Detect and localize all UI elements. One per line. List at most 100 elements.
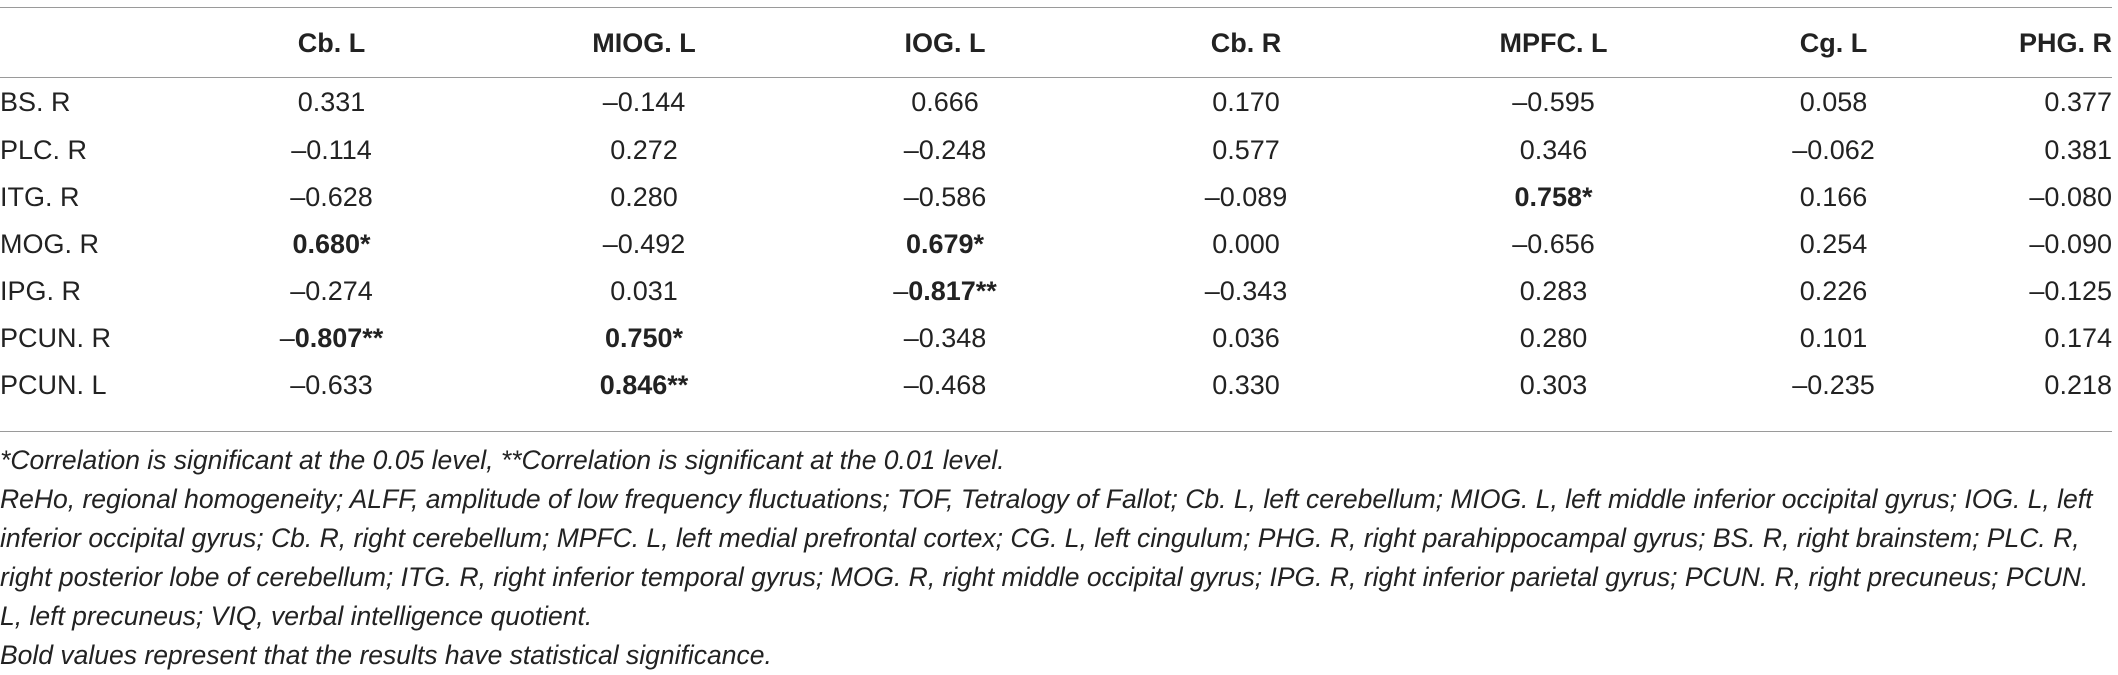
table-cell: 0.330 xyxy=(1095,362,1397,409)
table-cell: 0.272 xyxy=(493,127,795,174)
table-body: BS. R 0.331 –0.144 0.666 0.170 –0.595 0.058 0.3… xyxy=(0,78,2112,409)
table-cell: 0.680* xyxy=(170,221,493,268)
cell-sign: – xyxy=(1204,276,1220,306)
table-row: ITG. R –0.628 0.280 –0.586 –0.089 0.758* 0.166… xyxy=(0,174,2112,221)
row-label: PLC. R xyxy=(0,135,88,165)
cell-value-significant: 0.807** xyxy=(294,323,384,353)
table-cell: –0.807** xyxy=(170,315,493,362)
column-header: MPFC. L xyxy=(1499,27,1608,58)
table-cell: 0.679* xyxy=(795,221,1095,268)
table-row: PCUN. R –0.807** 0.750* –0.348 0.036 0.280 0.1… xyxy=(0,315,2112,362)
header-spacer xyxy=(0,66,2112,78)
cell-value: 0.331 xyxy=(297,87,366,117)
cell-value: 0.254 xyxy=(1799,229,1868,259)
cell-value: 0.166 xyxy=(1799,182,1868,212)
table-top-rule xyxy=(0,7,2112,8)
cell-value: 0.058 xyxy=(1799,87,1868,117)
table-cell: –0.144 xyxy=(493,78,795,127)
abbreviations-note: ReHo, regional homogeneity; ALFF, amplit… xyxy=(0,484,2093,631)
table-cell: 0.058 xyxy=(1710,78,1957,127)
row-label: PCUN. L xyxy=(0,370,107,400)
cell-value: 0.377 xyxy=(2044,87,2112,117)
cell-value: 0.036 xyxy=(1212,323,1280,353)
cell-value: 0.330 xyxy=(1212,370,1280,400)
table-row: PCUN. L –0.633 0.846** –0.468 0.330 0.303 –0.2… xyxy=(0,362,2112,409)
cell-value: 0.114 xyxy=(306,135,372,165)
table-cell: 0.758* xyxy=(1397,174,1710,221)
cell-value: 0.283 xyxy=(1519,276,1588,306)
column-header: Cb. R xyxy=(1210,27,1282,58)
column-header: Cb. L xyxy=(297,27,366,58)
header-row: Cb. L MIOG. L IOG. L Cb. R MPFC. L Cg. L… xyxy=(0,20,2112,66)
cell-value: 0.656 xyxy=(1527,229,1595,259)
header-rule xyxy=(0,77,2112,78)
cell-value: 0.343 xyxy=(1219,276,1288,306)
cell-value: 0.144 xyxy=(617,87,686,117)
table-row: PLC. R –0.114 0.272 –0.248 0.577 0.346 –0.062 0… xyxy=(0,127,2112,174)
cell-value: 0.381 xyxy=(2044,135,2112,165)
table-cell: 0.280 xyxy=(1397,315,1710,362)
table-row: MOG. R 0.680* –0.492 0.679* 0.000 –0.656 0.254… xyxy=(0,221,2112,268)
cell-value: 0.633 xyxy=(305,370,373,400)
table-cell: –0.817** xyxy=(795,268,1095,315)
cell-value: 0.170 xyxy=(1212,87,1280,117)
cell-value: 0.586 xyxy=(918,182,987,212)
table-cell: 0.101 xyxy=(1710,315,1957,362)
table-cell: 0.666 xyxy=(795,78,1095,127)
cell-value: 0.080 xyxy=(2044,182,2112,212)
cell-sign: – xyxy=(1792,135,1808,165)
cell-value: 0.492 xyxy=(617,229,686,259)
table-cell: –0.248 xyxy=(795,127,1095,174)
table-cell: –0.348 xyxy=(795,315,1095,362)
row-label: PCUN. R xyxy=(0,323,112,353)
table-cell: –0.080 xyxy=(1957,174,2112,221)
cell-sign: – xyxy=(903,370,919,400)
table-cell: 0.174 xyxy=(1957,315,2112,362)
significance-note: *Correlation is significant at the 0.05 … xyxy=(0,445,1005,475)
cell-value-significant: 0.750* xyxy=(604,323,684,353)
correlation-table: Cb. L MIOG. L IOG. L Cb. R MPFC. L Cg. L… xyxy=(0,20,2112,409)
table-cell: –0.468 xyxy=(795,362,1095,409)
row-label: MOG. R xyxy=(0,229,99,259)
cell-value: 0.089 xyxy=(1219,182,1288,212)
cell-value: 0.125 xyxy=(2044,276,2112,306)
table-cell: 0.254 xyxy=(1710,221,1957,268)
cell-value: 0.248 xyxy=(918,135,987,165)
cell-value-significant: 0.679* xyxy=(905,229,985,259)
table-cell: 0.031 xyxy=(493,268,795,315)
table-cell: –0.090 xyxy=(1957,221,2112,268)
cell-sign: – xyxy=(903,323,919,353)
table-cell: 0.170 xyxy=(1095,78,1397,127)
table-cell: 0.218 xyxy=(1957,362,2112,409)
table-cell: –0.089 xyxy=(1095,174,1397,221)
column-header-corner xyxy=(0,20,170,66)
cell-value: 0.090 xyxy=(2044,229,2112,259)
table-cell: –0.343 xyxy=(1095,268,1397,315)
cell-value-significant: 0.680* xyxy=(292,229,371,259)
row-label: BS. R xyxy=(0,87,71,117)
cell-sign: – xyxy=(602,229,618,259)
cell-value: 0.348 xyxy=(918,323,987,353)
table-cell: –0.062 xyxy=(1710,127,1957,174)
table-row: BS. R 0.331 –0.144 0.666 0.170 –0.595 0.058 0.3… xyxy=(0,78,2112,127)
cell-value: 0.468 xyxy=(918,370,987,400)
cell-value: 0.235 xyxy=(1807,370,1875,400)
row-label: IPG. R xyxy=(0,276,82,306)
table-cell: 0.381 xyxy=(1957,127,2112,174)
cell-sign: – xyxy=(279,323,295,353)
table-row: IPG. R –0.274 0.031 –0.817** –0.343 0.283 0.22… xyxy=(0,268,2112,315)
column-header: PHG. R xyxy=(2018,27,2112,58)
table-cell: 0.303 xyxy=(1397,362,1710,409)
cell-value: 0.628 xyxy=(305,182,373,212)
cell-value: 0.280 xyxy=(610,182,678,212)
cell-value: 0.274 xyxy=(305,276,373,306)
table-cell: 0.750* xyxy=(493,315,795,362)
table-cell: –0.595 xyxy=(1397,78,1710,127)
table-cell: –0.656 xyxy=(1397,221,1710,268)
table-cell: 0.280 xyxy=(493,174,795,221)
cell-sign: – xyxy=(602,87,618,117)
cell-value: 0.577 xyxy=(1212,135,1280,165)
cell-sign: – xyxy=(290,182,306,212)
cell-sign: – xyxy=(1204,182,1220,212)
cell-value: 0.666 xyxy=(911,87,979,117)
